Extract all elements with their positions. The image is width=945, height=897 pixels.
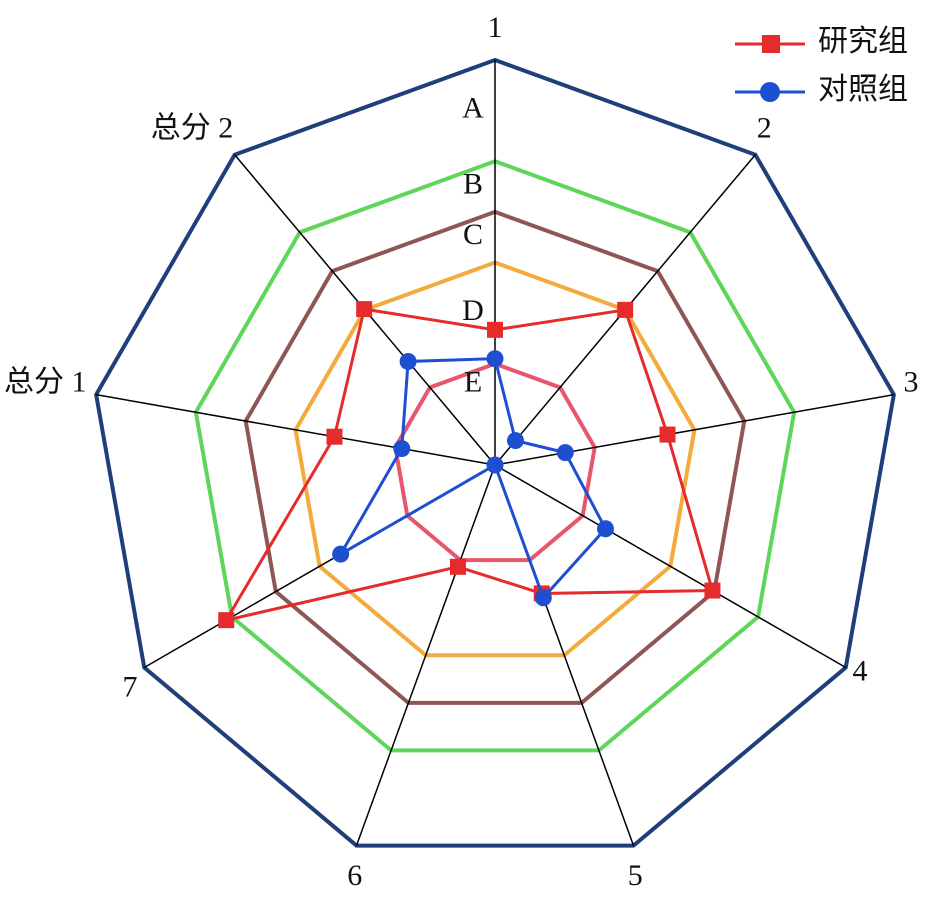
axis-label: 1 xyxy=(488,11,503,44)
marker xyxy=(356,301,373,318)
axis-label: 7 xyxy=(122,670,137,703)
spoke xyxy=(355,464,496,846)
grade-label: A xyxy=(462,92,484,125)
legend-label: 对照组 xyxy=(818,73,908,106)
spoke xyxy=(96,393,496,466)
axis-label: 3 xyxy=(903,365,918,398)
legend-marker xyxy=(762,35,780,53)
marker xyxy=(704,582,721,599)
axis-label: 6 xyxy=(347,859,362,892)
marker xyxy=(486,350,504,368)
marker xyxy=(659,426,676,443)
marker xyxy=(326,428,343,445)
grade-label: D xyxy=(462,294,484,327)
marker xyxy=(596,520,614,538)
ring xyxy=(94,57,896,848)
axis-label: 总分 1 xyxy=(4,365,87,398)
marker xyxy=(534,589,552,607)
ring xyxy=(393,361,597,563)
grade-label: E xyxy=(464,365,482,398)
grade-label: B xyxy=(463,167,483,200)
marker xyxy=(399,352,417,370)
marker xyxy=(449,558,466,575)
marker xyxy=(332,545,350,563)
marker xyxy=(486,456,504,474)
marker xyxy=(507,432,525,450)
ring xyxy=(243,209,747,705)
grade-label: C xyxy=(463,218,483,251)
marker xyxy=(393,440,411,458)
axis-label: 4 xyxy=(853,654,868,687)
marker xyxy=(487,321,503,338)
axis-label: 5 xyxy=(628,859,643,892)
series-line xyxy=(336,357,608,601)
axis-label: 2 xyxy=(757,111,772,144)
ring xyxy=(293,260,697,658)
marker xyxy=(556,444,574,462)
legend-marker xyxy=(760,82,780,102)
spoke xyxy=(494,464,847,669)
axis-label: 总分 2 xyxy=(151,111,234,144)
series-line xyxy=(223,307,715,623)
marker xyxy=(218,612,235,629)
legend-label: 研究组 xyxy=(818,25,908,58)
ring xyxy=(193,159,797,753)
spoke xyxy=(494,393,894,466)
marker xyxy=(617,301,634,318)
